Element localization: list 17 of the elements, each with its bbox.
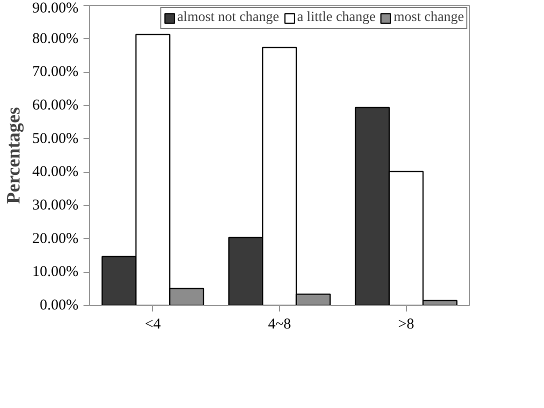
x-tick-label: >8 <box>398 316 414 332</box>
legend-label: almost not change <box>177 10 280 26</box>
legend-label: a little change <box>297 10 376 26</box>
legend-label: most change <box>394 10 464 26</box>
y-tick-label: 90.00% <box>32 0 79 16</box>
y-tick-label: 50.00% <box>32 130 79 147</box>
x-tick-label: 4~8 <box>268 316 292 332</box>
y-tick-label: 70.00% <box>32 64 79 80</box>
y-tick-label: 0.00% <box>40 298 79 314</box>
y-tick-label: 80.00% <box>32 30 79 47</box>
y-tick-label: 20.00% <box>32 230 79 247</box>
y-tick-label: 30.00% <box>32 198 79 214</box>
x-tick-label: <4 <box>144 316 162 332</box>
y-tick-label: 60.00% <box>32 98 79 114</box>
y-tick-label: 10.00% <box>32 264 79 280</box>
y-tick-label: 40.00% <box>32 164 79 180</box>
y-axis-title: Percentages <box>3 107 24 204</box>
